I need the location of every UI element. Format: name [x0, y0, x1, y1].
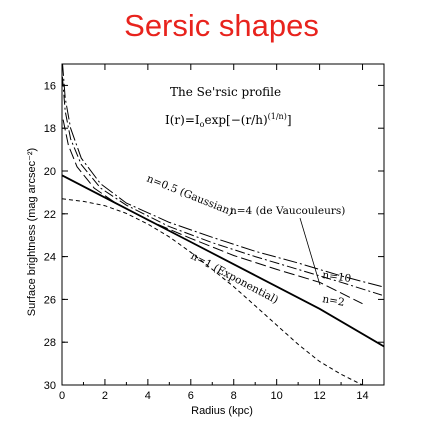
x-tick-label: 0 [59, 390, 65, 402]
series-line-n-2 [62, 119, 363, 305]
series-line-n-4-de-vaucouleurs [62, 76, 383, 296]
y-tick-label: 24 [44, 252, 56, 264]
x-axis-label: Radius (kpc) [191, 405, 253, 417]
series-line-n-0-5-gaussian [62, 198, 363, 385]
x-tick-label: 8 [231, 390, 237, 402]
y-tick-label: 28 [44, 337, 56, 349]
x-tick-label: 14 [356, 390, 368, 402]
y-tick-label: 16 [44, 80, 56, 92]
y-axis-label: Surface brightness (mag arcsec⁻²) [26, 148, 38, 316]
label-gaussian: n=0.5 (Gaussian) [145, 173, 235, 219]
series-line-n-10 [62, 64, 383, 288]
label-de-vaucouleurs: n=4 (de Vaucouleurs) [230, 205, 345, 217]
profile-title: The Se'rsic profile [170, 85, 281, 99]
series-line-n-1-exponential [62, 174, 384, 348]
x-tick-label: 10 [271, 390, 283, 402]
y-tick-label: 20 [44, 166, 56, 178]
x-tick-label: 6 [188, 390, 194, 402]
y-tick-label: 26 [44, 294, 56, 306]
y-tick-label: 18 [44, 123, 56, 135]
profile-formula: I(r)=Ioexp[−(r/h)(1/n)] [165, 112, 292, 129]
y-tick-label: 22 [44, 209, 56, 221]
label-exponential: n=1 (Exponential) [189, 250, 281, 306]
x-tick-label: 12 [313, 390, 325, 402]
x-tick-label: 2 [102, 390, 108, 402]
x-tick-label: 4 [145, 390, 151, 402]
de-vaucouleurs-pointer [299, 217, 321, 286]
y-tick-label: 30 [44, 380, 56, 392]
label-n10: n=10 [322, 269, 352, 285]
label-n2: n=2 [321, 293, 345, 309]
page-title: Sersic shapes [124, 8, 319, 43]
plot-frame [61, 63, 385, 386]
